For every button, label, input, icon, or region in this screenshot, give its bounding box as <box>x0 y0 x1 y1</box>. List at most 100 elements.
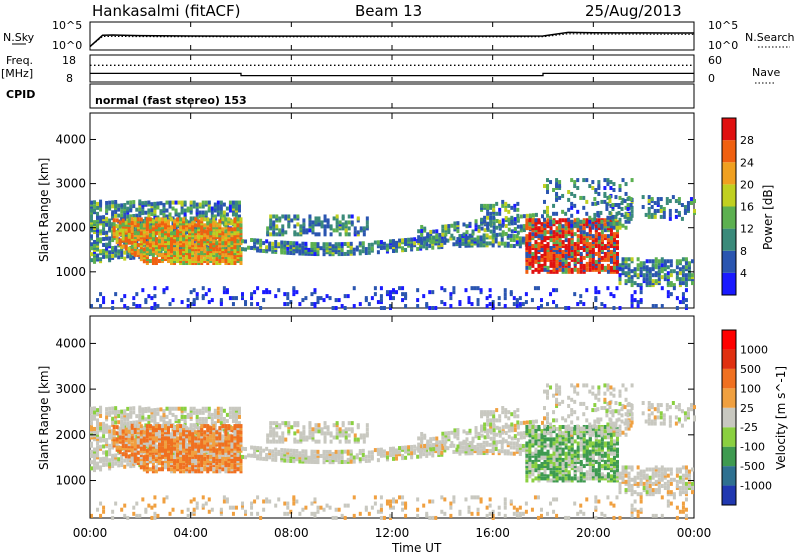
power-cell <box>344 220 348 225</box>
power-cell <box>159 236 163 241</box>
velocity-cell <box>225 437 229 442</box>
power-cell <box>428 306 432 311</box>
velocity-cell <box>153 440 157 445</box>
power-cell <box>531 269 535 274</box>
power-cell <box>341 222 345 227</box>
power-cell <box>99 219 103 224</box>
power-cell <box>597 180 601 185</box>
velocity-cell <box>171 447 175 452</box>
velocity-cell <box>105 462 109 467</box>
velocity-cell <box>147 449 151 454</box>
velocity-cell <box>142 465 146 470</box>
power-cell <box>404 247 408 252</box>
velocity-cell <box>142 455 146 460</box>
power-cell <box>147 214 151 219</box>
power-cell <box>168 302 172 307</box>
power-cell <box>308 228 312 233</box>
velocity-cell <box>111 429 115 434</box>
velocity-cell <box>99 409 103 414</box>
velocity-cell <box>133 448 137 453</box>
velocity-cell <box>127 442 131 447</box>
power-cell <box>639 283 643 288</box>
power-cell <box>162 220 166 225</box>
velocity-cell <box>230 456 234 461</box>
power-cell <box>525 269 529 274</box>
velocity-cell <box>234 435 238 440</box>
power-cell <box>531 232 535 237</box>
power-cell <box>317 222 321 227</box>
velocity-cell <box>218 444 222 449</box>
power-cell <box>139 223 143 228</box>
date-title: 25/Aug/2013 <box>585 2 682 20</box>
power-cell <box>96 201 100 206</box>
power-cell <box>434 306 438 311</box>
velocity-cell <box>212 440 216 445</box>
power-cell <box>195 202 199 207</box>
velocity-cell <box>160 450 164 455</box>
velocity-cell <box>224 440 228 445</box>
power-cell <box>105 216 109 221</box>
velocity-cell <box>228 443 232 448</box>
power-cell <box>311 224 315 229</box>
power-cell <box>353 230 357 235</box>
velocity-cell <box>102 438 106 443</box>
power-cell <box>501 218 505 223</box>
power-cell <box>117 255 121 260</box>
velocity-cell <box>206 428 210 433</box>
power-cell <box>438 232 442 237</box>
velocity-cell <box>138 444 142 449</box>
velocity-cell <box>197 450 201 455</box>
velocity-cell <box>207 449 211 454</box>
velocity-cell <box>182 456 186 461</box>
velocity-cell <box>200 424 204 429</box>
power-cell <box>237 230 241 235</box>
velocity-cell <box>239 467 243 472</box>
velocity-cell <box>163 442 167 447</box>
power-cell <box>441 238 445 243</box>
power-cell <box>519 214 523 219</box>
velocity-cell <box>142 459 146 464</box>
velocity-cell <box>102 425 106 430</box>
velocity-cell <box>126 443 130 448</box>
velocity-cell <box>123 421 127 426</box>
power-cell <box>219 214 223 219</box>
velocity-cell <box>163 432 167 437</box>
power-cell <box>228 218 232 223</box>
power-cell <box>636 273 640 278</box>
velocity-cell <box>173 461 177 466</box>
velocity-cell <box>221 450 225 455</box>
velocity-cell <box>147 445 151 450</box>
velocity-cell <box>118 433 122 438</box>
power-cell <box>470 233 474 238</box>
velocity-cell <box>225 419 229 424</box>
power-cell <box>123 294 127 299</box>
power-cell <box>272 230 276 235</box>
velocity-cell <box>115 441 119 446</box>
velocity-cell <box>183 433 187 438</box>
colorbar-tick-label: 4 <box>740 267 747 280</box>
power-cell <box>138 199 142 204</box>
power-cell <box>582 230 586 235</box>
power-cell <box>674 199 678 204</box>
power-cell <box>114 245 118 250</box>
velocity-cell <box>213 439 217 444</box>
power-cell <box>608 210 612 215</box>
velocity-cell <box>207 439 211 444</box>
power-cell <box>147 234 151 239</box>
power-cell <box>147 220 151 225</box>
velocity-cell <box>150 457 154 462</box>
power-cell <box>111 300 115 305</box>
power-cell <box>325 246 329 251</box>
power-cell <box>452 290 456 295</box>
velocity-cell <box>108 433 112 438</box>
power-cell <box>636 300 640 305</box>
power-cell <box>130 244 134 249</box>
power-cell <box>443 288 447 293</box>
velocity-cell <box>141 434 145 439</box>
velocity-cell <box>283 454 287 459</box>
velocity-cell <box>157 436 161 441</box>
power-cell <box>168 242 172 247</box>
power-cell <box>549 246 553 251</box>
velocity-cell <box>174 445 178 450</box>
power-cell <box>305 228 309 233</box>
